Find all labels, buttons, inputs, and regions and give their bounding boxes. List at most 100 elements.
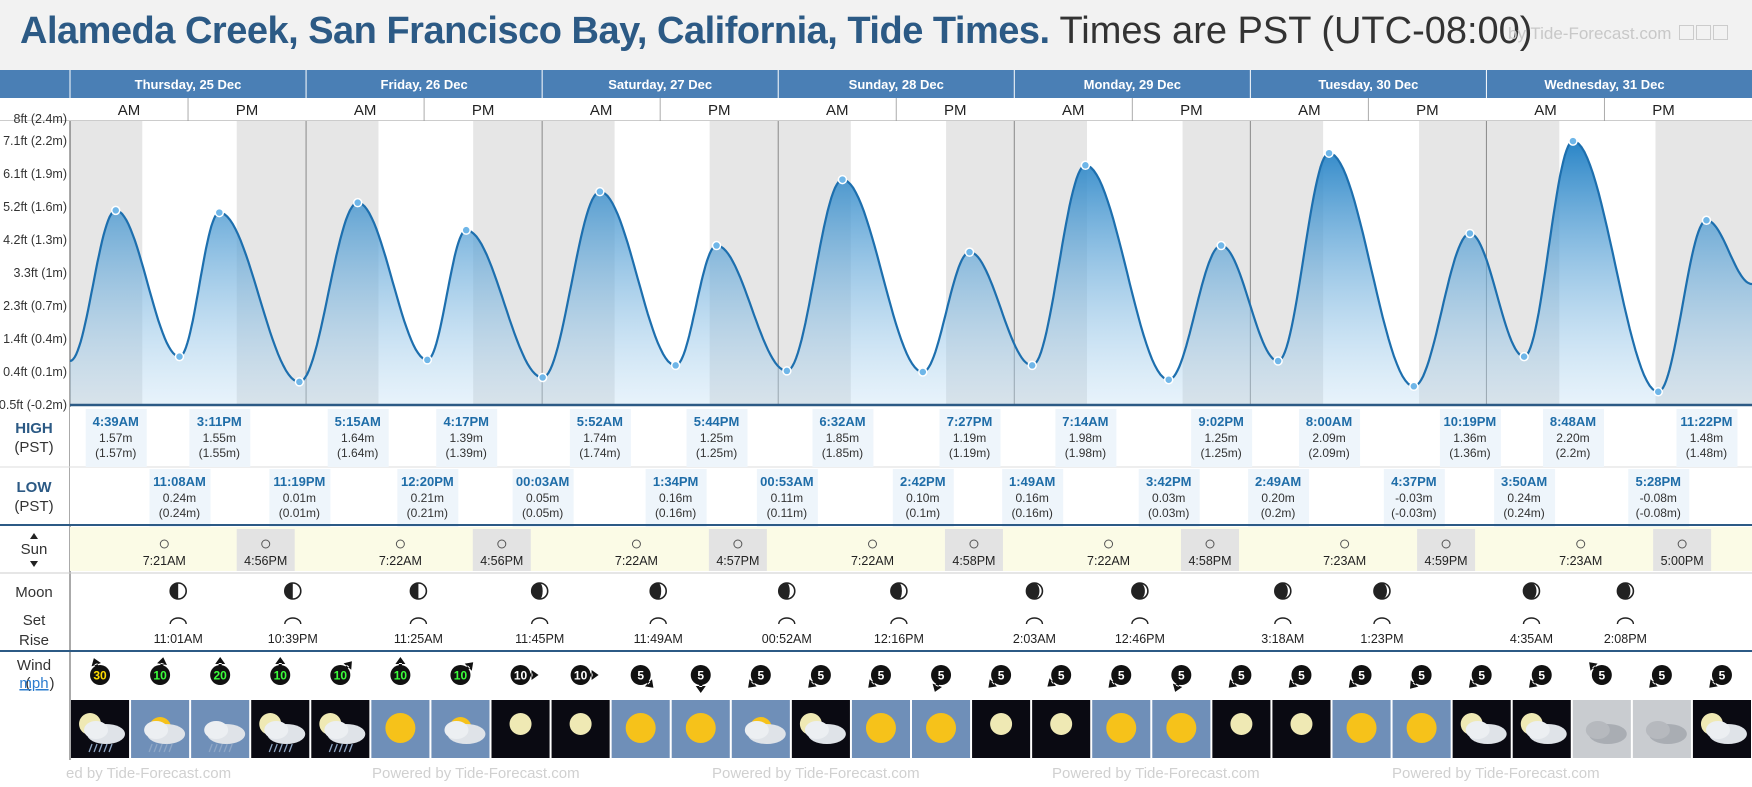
moon-shadow	[1131, 583, 1145, 599]
hilo-time: 12:20PM	[401, 474, 454, 489]
wind-badge	[390, 665, 411, 685]
wind-speed: 10	[514, 669, 528, 683]
moon-shadow	[650, 583, 662, 599]
byline-text[interactable]: by Tide-Forecast.com	[1508, 24, 1672, 43]
hilo-cell	[397, 469, 459, 527]
wind-speed: 5	[1358, 669, 1365, 683]
rain-drop	[338, 743, 343, 753]
wind-arrow-head	[932, 682, 942, 692]
pm-label: PM	[944, 102, 967, 119]
sunset-cell	[708, 529, 767, 571]
rain-drop	[88, 743, 93, 753]
wind-badge	[330, 665, 351, 685]
low-tide-marker	[1519, 351, 1529, 362]
moon-set-time: 3:18AM	[1261, 632, 1304, 646]
moon-rise-icon	[1616, 617, 1635, 625]
footer-powered-3[interactable]: Powered by Tide-Forecast.com	[712, 765, 920, 782]
rain-drop	[328, 743, 333, 753]
high-tide-marker	[352, 197, 363, 208]
sunset-icon	[1441, 539, 1451, 549]
hilo-time: 1:49AM	[1009, 474, 1055, 489]
low-tide-marker	[1653, 387, 1664, 397]
moon-shadow	[284, 583, 293, 599]
cloud-puff	[144, 721, 169, 739]
sunrise-icon	[631, 539, 641, 549]
y-tick-label: 6.1ft (1.9m)	[3, 167, 67, 181]
wind-speed: 10	[454, 669, 468, 683]
hilo-paren: (1.98m)	[1065, 446, 1106, 460]
moon-rise-icon	[649, 617, 667, 625]
wind-speed: 5	[1598, 669, 1605, 683]
moon-rise-time: 2:08PM	[1604, 632, 1647, 646]
wind-badge	[90, 665, 111, 685]
wind-speed: 5	[1238, 669, 1245, 683]
hilo-paren: (0.16m)	[655, 506, 696, 520]
hilo-metres: 1.48m	[1690, 431, 1723, 445]
rain-drop	[153, 743, 158, 753]
wind-speed: 30	[93, 669, 107, 683]
wind-speed: 20	[213, 669, 227, 683]
hilo-metres: 1.85m	[826, 431, 859, 445]
hilo-paren: (0.24m)	[1503, 506, 1544, 520]
sunset-icon	[969, 539, 979, 549]
sun-disc	[685, 713, 716, 743]
hilo-paren: (0.1m)	[905, 506, 940, 520]
high-tide-marker	[461, 225, 471, 235]
wind-speed: 5	[1659, 669, 1666, 683]
wind-badge	[1231, 665, 1252, 685]
footer: ed by Tide-Forecast.com Powered by Tide-…	[0, 760, 1752, 787]
footer-powered-1[interactable]: ed by Tide-Forecast.com	[66, 765, 232, 782]
wind-paren-open: (	[26, 675, 31, 692]
hilo-metres: 1.55m	[203, 431, 236, 445]
hilo-cell	[1439, 409, 1501, 467]
cloud-puff	[324, 721, 349, 739]
cloud-puff	[1645, 721, 1670, 739]
pm-label: PM	[236, 102, 259, 119]
am-label: AM	[590, 102, 613, 119]
hilo-time: 00:03AM	[516, 474, 569, 489]
wind-badge	[1651, 665, 1672, 685]
footer-powered-5[interactable]: Powered by Tide-Forecast.com	[1392, 765, 1600, 782]
rain-drop	[348, 743, 353, 753]
title-bar: Alameda Creek, San Francisco Bay, Califo…	[0, 0, 1752, 70]
hilo-metres: 0.16m	[1016, 491, 1049, 505]
moon-set-icon	[1522, 617, 1541, 625]
rain-drop	[93, 743, 98, 753]
wind-speed: 5	[938, 669, 945, 683]
hilo-time: 5:28PM	[1635, 474, 1681, 489]
high-tide-marker	[1216, 240, 1226, 251]
rain-drop	[163, 743, 168, 753]
hilo-time: 2:42PM	[900, 474, 946, 489]
hilo-paren: (1.85m)	[822, 446, 863, 460]
hilo-paren: (1.74m)	[579, 446, 620, 460]
footer-powered-2[interactable]: Powered by Tide-Forecast.com	[372, 765, 580, 782]
wind-speed: 5	[1478, 669, 1485, 683]
wind-arrow-icon	[395, 657, 406, 667]
hilo-time: 2:49AM	[1255, 474, 1301, 489]
cloud-puff	[744, 721, 769, 739]
wind-speed: 5	[1058, 669, 1065, 683]
sunrise-time: 7:23AM	[1559, 554, 1602, 568]
rain-drop	[283, 743, 288, 753]
sunset-time: 4:57PM	[716, 554, 759, 568]
byline[interactable]: by Tide-Forecast.com	[1508, 24, 1729, 45]
sun-disc	[1166, 713, 1197, 743]
sun-disc	[1406, 713, 1437, 743]
low-tide-marker	[1027, 360, 1037, 371]
logo-icon	[1677, 24, 1729, 45]
footer-powered-4[interactable]: Powered by Tide-Forecast.com	[1052, 765, 1260, 782]
hilo-time: 11:19PM	[273, 474, 325, 489]
wind-arrow-icon	[91, 658, 101, 668]
wind-badge	[1111, 665, 1132, 685]
rain-drop	[268, 743, 273, 753]
wind-badge	[810, 665, 831, 685]
wind-speed: 5	[697, 669, 704, 683]
hilo-cell	[1002, 469, 1064, 527]
moon-set-icon	[778, 617, 796, 625]
moon-rise-label: Rise	[19, 632, 49, 649]
moon-disc	[569, 713, 592, 735]
wind-speed: 10	[334, 669, 348, 683]
sunset-icon	[733, 539, 743, 549]
wind-speed: 10	[153, 669, 167, 683]
hilo-time: 11:08AM	[153, 474, 206, 489]
